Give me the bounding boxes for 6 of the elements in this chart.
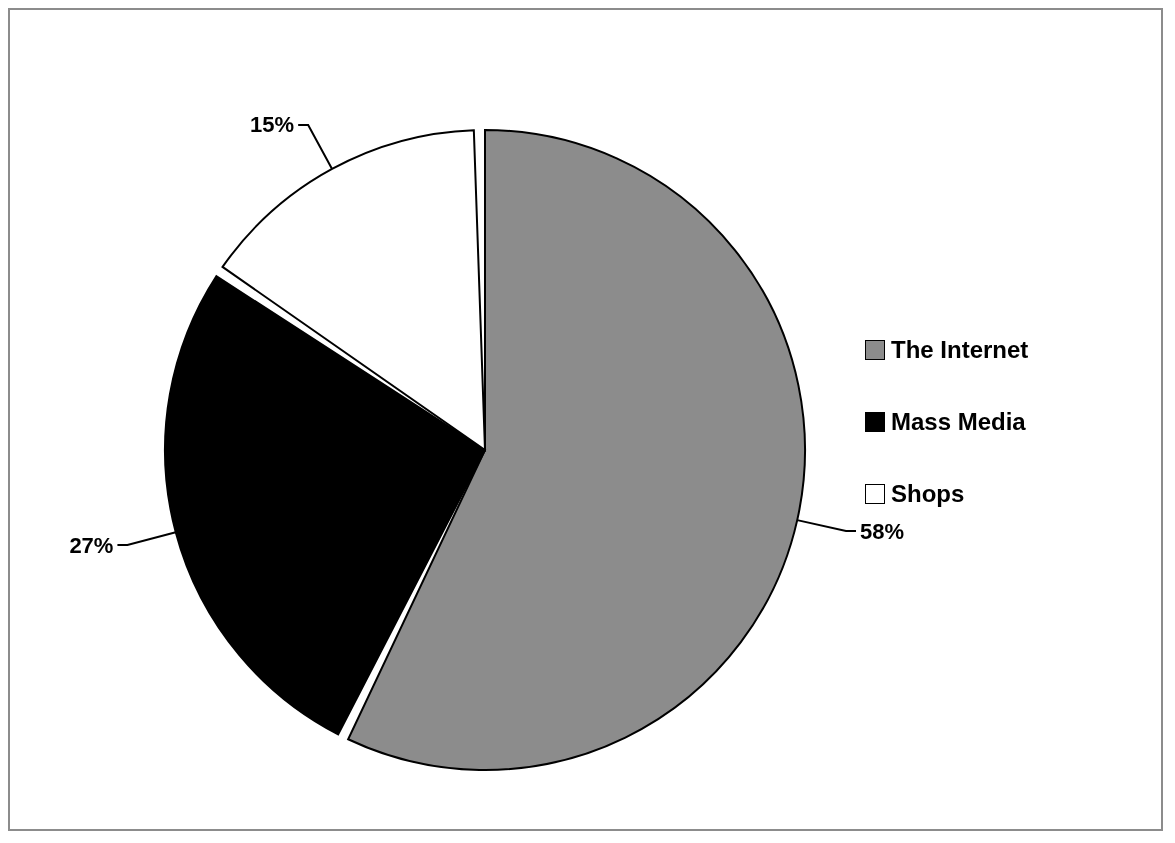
data-label: 58%: [860, 518, 905, 544]
legend-label: Shops: [891, 479, 965, 508]
data-label: 27%: [69, 532, 114, 558]
legend-label: The Internet: [891, 335, 1029, 364]
legend-label: Mass Media: [891, 407, 1026, 436]
data-label: 15%: [250, 112, 295, 138]
